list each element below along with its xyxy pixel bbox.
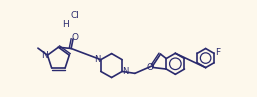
Text: O: O xyxy=(72,33,79,42)
Text: N: N xyxy=(122,67,128,76)
Text: N: N xyxy=(41,51,48,60)
Text: N: N xyxy=(94,55,101,64)
Text: Cl: Cl xyxy=(71,11,80,20)
Text: F: F xyxy=(215,48,221,57)
Text: O: O xyxy=(146,63,153,72)
Text: H: H xyxy=(62,20,69,29)
